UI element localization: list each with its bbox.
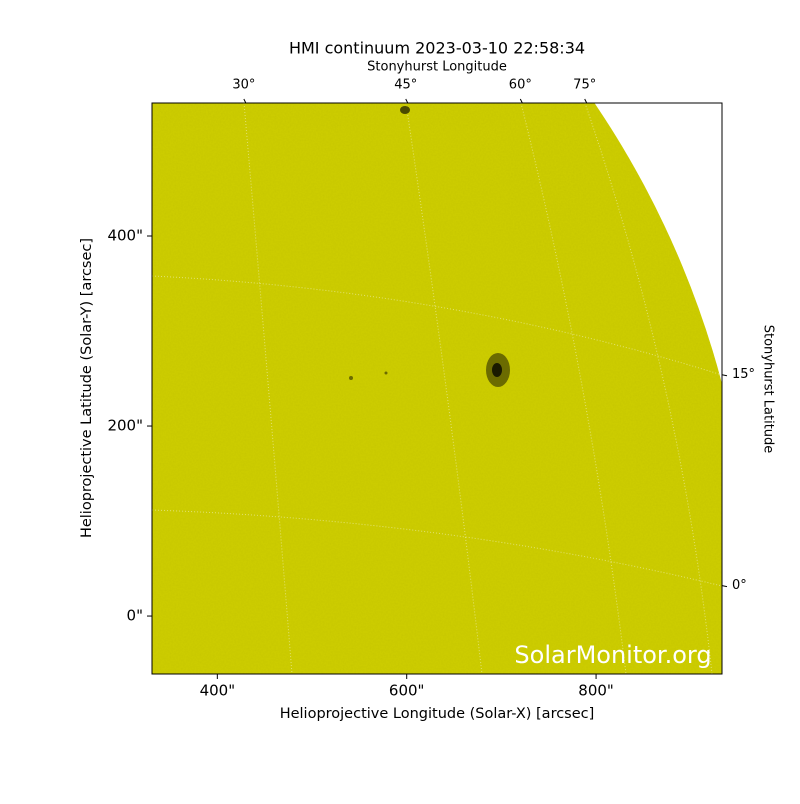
x-tick-label: 400" xyxy=(200,682,236,700)
longitude-line xyxy=(243,103,293,674)
solar-disk xyxy=(152,103,722,674)
right-tick xyxy=(721,585,728,588)
pore xyxy=(349,376,353,380)
top-axis-label: Stonyhurst Longitude xyxy=(367,60,507,75)
y-tick-label: 400" xyxy=(107,227,143,245)
top-tick xyxy=(519,98,523,104)
top-tick-label: 45° xyxy=(394,78,417,93)
granulation xyxy=(152,103,722,674)
x-tick-label: 800" xyxy=(578,682,614,700)
sunspot xyxy=(400,106,410,114)
top-tick xyxy=(405,98,409,104)
y-tick-label: 200" xyxy=(107,417,143,435)
top-tick xyxy=(243,98,247,104)
x-tick-label: 600" xyxy=(389,682,425,700)
top-tick-label: 30° xyxy=(232,78,255,93)
y-tick-label: 0" xyxy=(127,607,143,625)
y-axis-label: Helioprojective Latitude (Solar-Y) [arcs… xyxy=(79,238,95,538)
top-tick xyxy=(584,98,588,104)
longitude-line xyxy=(584,103,713,674)
top-tick-label: 75° xyxy=(573,78,596,93)
pore xyxy=(384,371,388,375)
image-area: SolarMonitor.org xyxy=(152,103,722,674)
right-tick-label: 15° xyxy=(732,367,755,382)
longitude-line xyxy=(405,103,483,674)
top-tick-label: 60° xyxy=(509,78,532,93)
right-tick-label: 0° xyxy=(732,578,747,593)
chart-title: HMI continuum 2023-03-10 22:58:34 xyxy=(289,39,585,58)
right-axis-label: Stonyhurst Latitude xyxy=(761,325,776,454)
watermark: SolarMonitor.org xyxy=(514,641,711,669)
sunspot-umbra xyxy=(492,363,502,377)
right-tick xyxy=(721,374,728,377)
longitude-line xyxy=(520,103,627,674)
x-axis-label: Helioprojective Longitude (Solar-X) [arc… xyxy=(280,706,595,722)
plot-frame xyxy=(151,102,723,675)
